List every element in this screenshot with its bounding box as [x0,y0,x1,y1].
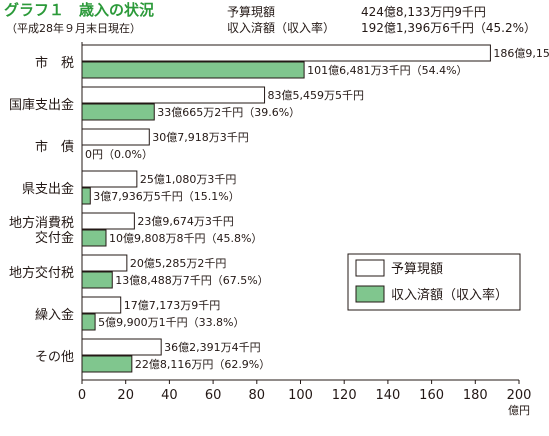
legend-swatch-received [355,285,385,303]
received-value-label: 3億7,936万5千円（15.1%） [93,190,239,203]
received-bar [81,355,133,373]
budget-bar [81,86,266,104]
chart-title: グラフ１ 歳入の状況 [4,1,155,19]
budget-bar [81,296,122,314]
received-value-label: 5億9,900万1千円（33.8%） [98,316,244,329]
category-label: 県支出金 [22,181,74,197]
budget-bar [81,170,138,188]
category-label: 国庫支出金 [9,97,74,113]
budget-value-label: 17億7,173万9千円 [124,299,221,312]
received-bar [81,313,96,331]
received-bar [81,103,155,121]
category-label: 地方交付税 [9,265,74,281]
x-tick-label: 20 [117,388,134,403]
received-value-label: 33億665万2千円（39.6%） [157,106,300,119]
received-total-value: 192億1,396万6千円（45.2%） [361,21,537,35]
legend-label-received: 収入済額（収入率） [391,287,508,303]
budget-value-label: 20億5,285万2千円 [130,257,227,270]
budget-bar [81,254,128,272]
received-value-label: 22億8,116万円（62.9%） [135,358,270,371]
x-tick-label: 200 [507,388,532,403]
received-bar [81,229,107,247]
received-value-label: 13億8,488万7千円（67.5%） [115,274,268,287]
x-tick-label: 60 [205,388,222,403]
legend-label-budget: 予算現額 [391,262,443,277]
budget-value-label: 30億7,918万3千円 [152,131,249,144]
x-tick-label: 100 [288,388,313,403]
budget-value-label: 186億9,151万円 [493,47,549,60]
budget-value-label: 25億1,080万3千円 [140,173,237,186]
received-total-label: 収入済額（収入率） [227,21,336,35]
x-tick-label: 40 [161,388,178,403]
budget-bar [81,338,162,356]
x-tick-label: 180 [463,388,488,403]
x-tick-label: 140 [375,388,400,403]
category-label: 繰入金 [35,307,74,323]
category-label: 市 債 [35,139,74,155]
budget-bar [81,44,491,62]
budget-bar [81,128,150,146]
chart-subtitle: （平成28年９月末日現在） [6,22,141,35]
budget-total-value: 424億8,133万円9千円 [361,5,486,19]
x-tick-label: 80 [249,388,266,403]
x-tick-label: 0 [78,388,86,403]
x-tick-label: 160 [419,388,444,403]
category-label: その他 [35,350,74,365]
budget-value-label: 23億9,674万3千円 [137,215,234,228]
x-axis-unit: 億円 [508,404,530,417]
received-value-label: 10億9,808万8千円（45.8%） [109,232,262,245]
received-bar [81,271,113,289]
budget-total-label: 予算現額 [227,5,276,19]
budget-value-label: 83億5,459万5千円 [268,89,365,102]
received-value-label: 0円（0.0%） [85,148,153,161]
legend-swatch-budget [355,259,385,277]
x-tick-label: 120 [332,388,357,403]
category-label: 交付金 [35,230,74,246]
received-value-label: 101億6,481万3千円（54.4%） [307,64,467,77]
received-bar [81,187,91,205]
budget-value-label: 36億2,391万4千円 [164,341,261,354]
category-label: 地方消費税 [9,215,74,231]
category-label: 市 税 [35,55,74,71]
received-bar [81,61,305,79]
budget-bar [81,212,135,230]
